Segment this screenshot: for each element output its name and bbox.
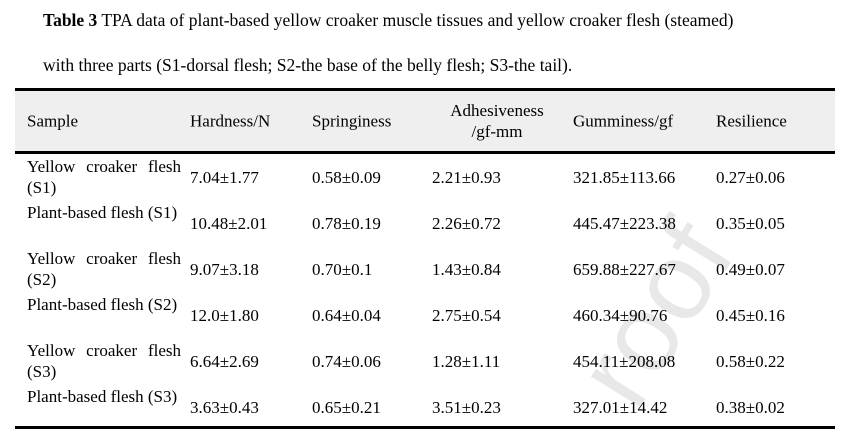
sample-cell: Yellow croaker flesh (S2) bbox=[27, 249, 181, 289]
value-cell: 0.58±0.22 bbox=[716, 352, 785, 371]
caption-text: TPA data of plant-based yellow croaker m… bbox=[97, 10, 734, 30]
tpa-table: Sample Hardness/N Springiness Adhesivene… bbox=[15, 88, 835, 430]
header-adhesiveness: Adhesiveness /gf-mm bbox=[432, 100, 562, 142]
header-gumminess: Gumminess/gf bbox=[573, 111, 674, 131]
sample-cell: Yellow croaker flesh (S1) bbox=[27, 157, 181, 197]
value-cell: 0.58±0.09 bbox=[312, 168, 381, 187]
value-cell: 659.88±227.67 bbox=[573, 260, 676, 279]
value-cell: 327.01±14.42 bbox=[573, 398, 668, 417]
table-row: Yellow croaker flesh (S2) 9.07±3.18 0.70±0… bbox=[15, 246, 835, 292]
value-cell: 0.64±0.04 bbox=[312, 306, 381, 325]
table-bottom-rule bbox=[15, 426, 835, 429]
value-cell: 6.64±2.69 bbox=[190, 352, 259, 371]
value-cell: 2.21±0.93 bbox=[432, 168, 501, 187]
value-cell: 0.78±0.19 bbox=[312, 214, 381, 233]
value-cell: 0.74±0.06 bbox=[312, 352, 381, 371]
value-cell: 0.70±0.1 bbox=[312, 260, 373, 279]
value-cell: 1.43±0.84 bbox=[432, 260, 501, 279]
value-cell: 0.65±0.21 bbox=[312, 398, 381, 417]
value-cell: 10.48±2.01 bbox=[190, 214, 268, 233]
header-resilience: Resilience bbox=[716, 111, 787, 131]
table-row: Yellow croaker flesh (S3) 6.64±2.69 0.74±0… bbox=[15, 338, 835, 384]
value-cell: 2.75±0.54 bbox=[432, 306, 501, 325]
table-caption-line2: with three parts (S1-dorsal flesh; S2-th… bbox=[43, 55, 573, 75]
value-cell: 445.47±223.38 bbox=[573, 214, 676, 233]
value-cell: 2.26±0.72 bbox=[432, 214, 501, 233]
sample-cell: Plant-based flesh (S1) bbox=[27, 203, 178, 222]
value-cell: 0.38±0.02 bbox=[716, 398, 785, 417]
table-label: Table 3 bbox=[43, 10, 98, 30]
table-header-row: Sample Hardness/N Springiness Adhesivene… bbox=[15, 88, 835, 154]
header-hardness: Hardness/N bbox=[190, 111, 271, 131]
value-cell: 7.04±1.77 bbox=[190, 168, 259, 187]
header-adhesiveness-line1: Adhesiveness bbox=[450, 101, 544, 120]
header-adhesiveness-line2: /gf-mm bbox=[471, 122, 523, 141]
sample-cell: Yellow croaker flesh (S3) bbox=[27, 341, 181, 381]
value-cell: 0.27±0.06 bbox=[716, 168, 785, 187]
value-cell: 12.0±1.80 bbox=[190, 306, 259, 325]
value-cell: 3.51±0.23 bbox=[432, 398, 501, 417]
header-springiness: Springiness bbox=[312, 111, 392, 131]
value-cell: 460.34±90.76 bbox=[573, 306, 668, 325]
value-cell: 1.28±1.11 bbox=[432, 352, 501, 371]
header-sample: Sample bbox=[27, 111, 78, 131]
table-row: Plant-based flesh (S1) 10.48±2.01 0.78±0.1… bbox=[15, 200, 835, 246]
value-cell: 3.63±0.43 bbox=[190, 398, 259, 417]
table-caption-line1: Table 3 TPA data of plant-based yellow c… bbox=[43, 10, 733, 31]
sample-cell: Plant-based flesh (S2) bbox=[27, 295, 178, 314]
value-cell: 0.49±0.07 bbox=[716, 260, 785, 279]
value-cell: 0.35±0.05 bbox=[716, 214, 785, 233]
table-row: Plant-based flesh (S2) 12.0±1.80 0.64±0.04… bbox=[15, 292, 835, 338]
value-cell: 454.11±208.08 bbox=[573, 352, 676, 371]
table-row: Yellow croaker flesh (S1) 7.04±1.77 0.58±0… bbox=[15, 154, 835, 200]
sample-cell: Plant-based flesh (S3) bbox=[27, 387, 178, 406]
value-cell: 0.45±0.16 bbox=[716, 306, 785, 325]
table-row: Plant-based flesh (S3) 3.63±0.43 0.65±0.21… bbox=[15, 384, 835, 430]
value-cell: 321.85±113.66 bbox=[573, 168, 676, 187]
value-cell: 9.07±3.18 bbox=[190, 260, 259, 279]
